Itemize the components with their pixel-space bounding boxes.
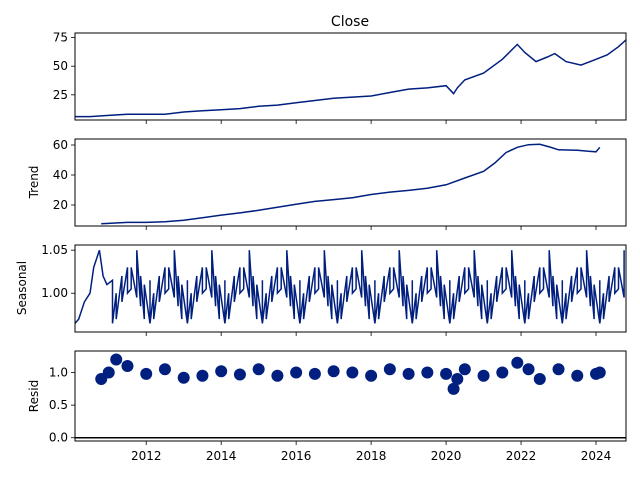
x-tick-label: 2016 <box>281 449 312 463</box>
panel-seasonal: 1.00 1.05 Seasonal <box>15 243 627 336</box>
x-tick-label: 2012 <box>131 449 162 463</box>
resid-point <box>327 365 340 378</box>
panel-close: 25 50 75 <box>53 31 627 124</box>
resid-point <box>233 368 246 381</box>
chart-title: Close <box>331 14 369 30</box>
resid-point <box>102 366 115 379</box>
resid-point <box>308 367 321 380</box>
resid-point <box>158 363 171 376</box>
resid-point <box>365 369 378 382</box>
x-tick-label: 2020 <box>431 449 462 463</box>
y-tick-label: 20 <box>53 198 68 212</box>
resid-point <box>290 366 303 379</box>
resid-point <box>447 382 460 395</box>
resid-point <box>496 366 509 379</box>
resid-point <box>110 353 123 366</box>
resid-point <box>477 369 490 382</box>
resid-point <box>346 366 359 379</box>
resid-point <box>215 365 228 378</box>
resid-point <box>533 373 546 386</box>
resid-point <box>196 369 209 382</box>
seasonal-axes-frame <box>74 244 627 333</box>
y-tick-label: 50 <box>53 59 68 73</box>
close-line <box>75 39 626 118</box>
resid-point <box>421 366 434 379</box>
panel-resid: 0.0 0.5 1.0 2012 2014 2016 2018 2020 2022 2024 Re… <box>27 350 627 463</box>
y-tick-label: 0.0 <box>49 431 68 445</box>
resid-point <box>522 363 535 376</box>
resid-ylabel: Resid <box>27 380 41 412</box>
resid-point <box>252 363 265 376</box>
y-tick-label: 0.5 <box>49 398 68 412</box>
resid-point <box>140 367 153 380</box>
panel-trend: 20 40 60 Trend <box>27 138 627 230</box>
close-axes-frame <box>74 32 627 121</box>
y-tick-label: 1.0 <box>49 366 68 380</box>
resid-point <box>440 367 453 380</box>
resid-point <box>383 363 396 376</box>
trend-ylabel: Trend <box>27 166 41 200</box>
y-tick-label: 25 <box>53 88 68 102</box>
y-tick-label: 75 <box>53 31 68 45</box>
resid-point <box>177 371 190 384</box>
resid-point <box>593 366 606 379</box>
x-tick-label: 2018 <box>356 449 387 463</box>
resid-point <box>271 369 284 382</box>
y-tick-label: 60 <box>53 138 68 152</box>
y-tick-label: 40 <box>53 168 68 182</box>
trend-line <box>101 143 601 225</box>
resid-point <box>458 363 471 376</box>
resid-point <box>402 367 415 380</box>
y-tick-label: 1.00 <box>41 286 68 300</box>
resid-point <box>571 369 584 382</box>
seasonal-line <box>75 249 625 324</box>
resid-point <box>552 363 565 376</box>
x-tick-label: 2022 <box>506 449 537 463</box>
y-tick-label: 1.05 <box>41 243 68 257</box>
x-tick-label: 2024 <box>581 449 612 463</box>
resid-axes-frame <box>74 350 627 442</box>
trend-axes-frame <box>74 138 627 227</box>
resid-point <box>451 373 464 386</box>
x-tick-label: 2014 <box>206 449 237 463</box>
seasonal-ylabel: Seasonal <box>15 261 29 315</box>
resid-points <box>95 353 606 395</box>
resid-point <box>511 356 524 369</box>
resid-point <box>121 360 134 372</box>
